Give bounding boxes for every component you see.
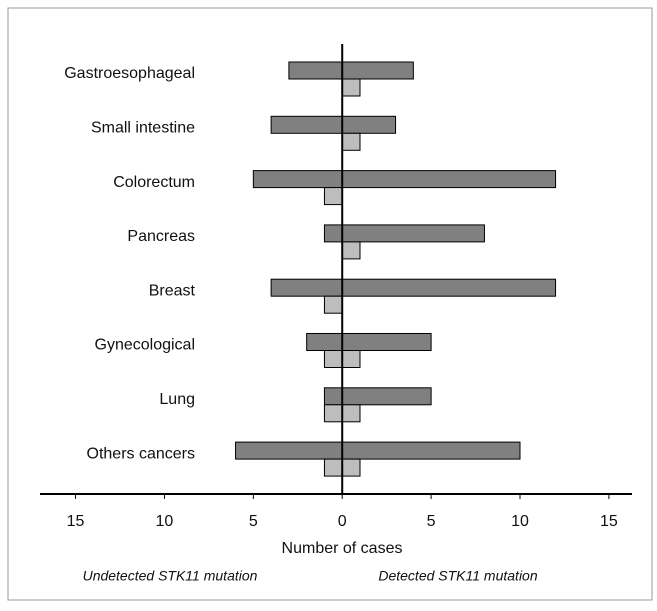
x-axis-label: Number of cases	[282, 540, 403, 557]
bar	[341, 387, 432, 406]
category-label: Colorectum	[113, 174, 195, 191]
category-label: Lung	[159, 391, 195, 408]
bar	[288, 61, 343, 80]
category-label: Gynecological	[95, 337, 196, 354]
category-label: Small intestine	[91, 120, 195, 137]
bar	[323, 404, 343, 423]
x-tick-label: 5	[427, 513, 436, 530]
category-label: Gastroesophageal	[64, 65, 195, 82]
bar	[323, 387, 343, 406]
bar	[341, 61, 414, 80]
bar	[341, 441, 521, 460]
x-tick-label: 15	[67, 513, 85, 530]
bar	[341, 132, 361, 151]
bar	[341, 78, 361, 97]
bar	[270, 115, 343, 134]
annotation: Detected STK11 mutation	[378, 568, 537, 584]
x-tick-label: 10	[511, 513, 529, 530]
bar	[341, 333, 432, 351]
category-label: Pancreas	[127, 228, 195, 245]
bar	[323, 224, 343, 243]
bar	[341, 241, 361, 260]
bar	[323, 187, 343, 206]
bar	[341, 224, 485, 243]
x-tick-label: 10	[156, 513, 174, 530]
bar	[235, 441, 343, 460]
bar	[341, 170, 557, 189]
x-tick-label: 15	[600, 513, 618, 530]
bar	[341, 115, 397, 134]
bar	[341, 404, 361, 423]
category-label: Breast	[149, 282, 196, 299]
frame	[7, 7, 653, 601]
bar	[306, 333, 343, 351]
bar	[252, 170, 343, 189]
annotation: Undetected STK11 mutation	[83, 568, 258, 584]
x-tick-label: 5	[249, 513, 258, 530]
bar	[323, 295, 343, 314]
bar	[323, 458, 343, 477]
bar	[341, 350, 361, 368]
bar	[341, 458, 361, 477]
bar	[341, 278, 557, 297]
x-tick-label: 0	[338, 513, 347, 530]
category-label: Others cancers	[87, 445, 195, 462]
bar	[323, 350, 343, 368]
bar	[270, 278, 343, 297]
